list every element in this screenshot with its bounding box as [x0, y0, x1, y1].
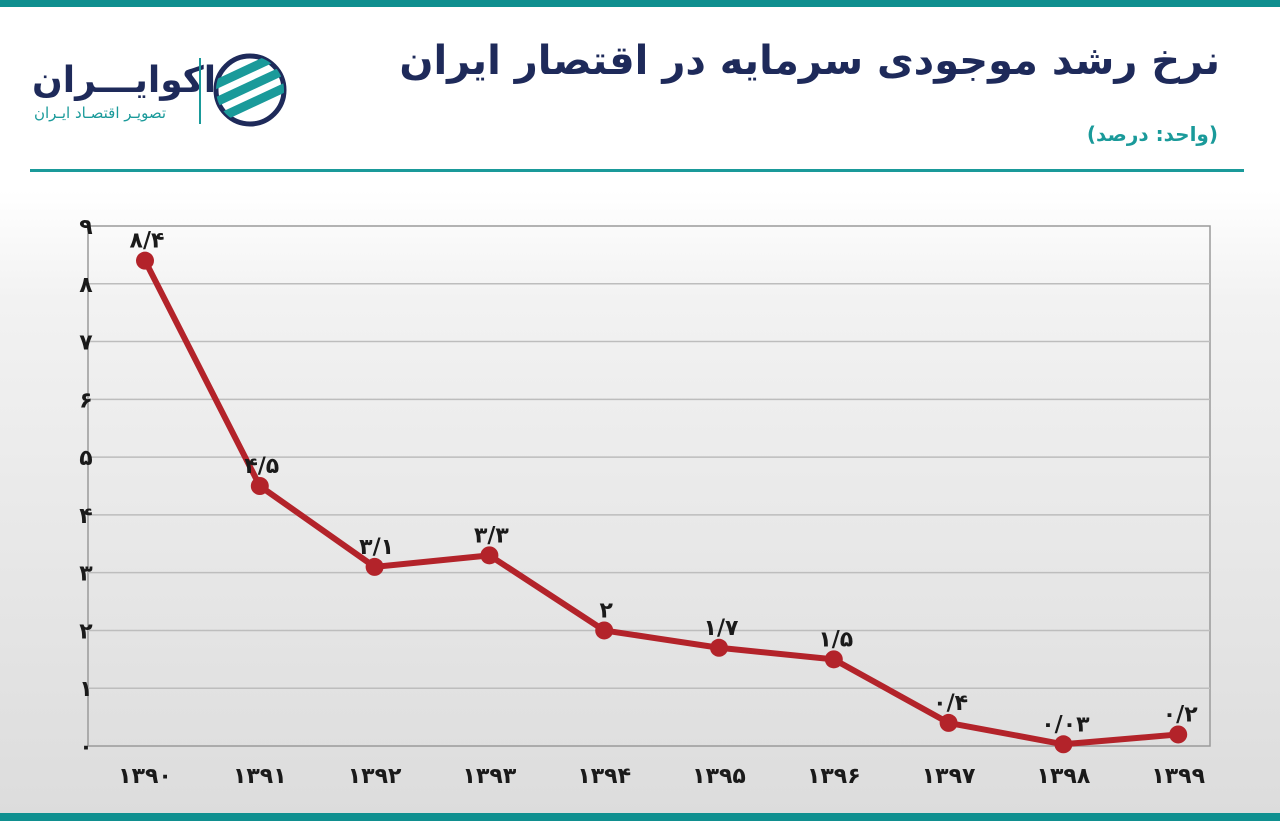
- data-label: ۱/۵: [818, 627, 853, 652]
- x-tick-label: ۱۳۹۰: [118, 764, 172, 789]
- plot-frame: [87, 225, 1211, 747]
- top-accent-bar: [0, 0, 1280, 7]
- brand-tagline: تصویـر اقتصـاد ایـران: [34, 104, 167, 122]
- x-tick-label: ۱۳۹۶: [807, 764, 861, 789]
- data-point: [595, 621, 614, 640]
- x-tick-label: ۱۳۹۲: [348, 764, 402, 789]
- x-tick-label: ۱۳۹۷: [922, 764, 976, 789]
- unit-label: (واحد: درصد): [1086, 122, 1218, 146]
- y-tick-label: ۸: [79, 273, 93, 298]
- data-point: [824, 650, 843, 669]
- x-tick-label: ۱۳۹۸: [1037, 764, 1091, 789]
- x-tick-label: ۱۳۹۵: [692, 764, 746, 789]
- y-tick-label: ۰: [79, 735, 92, 760]
- data-label: ۱/۷: [704, 616, 739, 641]
- y-tick-label: ۶: [79, 388, 92, 413]
- data-point: [1169, 725, 1188, 744]
- x-tick-label: ۱۳۹۳: [463, 764, 517, 789]
- data-point: [480, 546, 499, 565]
- data-label: ۲: [599, 598, 613, 623]
- logo-divider: [199, 58, 201, 124]
- data-label: ۳/۱: [359, 535, 394, 560]
- data-point: [939, 713, 958, 732]
- chart-title: نرخ رشد موجودی سرمایه در اقتصار ایران: [399, 38, 1220, 84]
- data-label: ۰/۴: [933, 691, 968, 716]
- data-label: ۸/۴: [130, 229, 165, 254]
- x-tick-label: ۱۳۹۹: [1151, 764, 1205, 789]
- stripe-circle-logo-icon: [213, 53, 287, 127]
- bottom-accent-bar: [0, 813, 1280, 821]
- data-point: [136, 251, 154, 270]
- data-point: [1054, 735, 1073, 754]
- data-label: ۴/۵: [244, 454, 279, 479]
- x-tick-label: ۱۳۹۴: [577, 764, 631, 789]
- data-point: [250, 477, 269, 495]
- brand-name: اکوایـــران: [32, 60, 217, 101]
- y-tick-label: ۷: [79, 331, 93, 356]
- header-divider: [30, 169, 1244, 172]
- y-tick-label: ۹: [79, 215, 92, 240]
- y-tick-label: ۳: [79, 562, 93, 587]
- y-tick-label: ۱: [79, 677, 92, 702]
- y-tick-label: ۵: [79, 446, 92, 471]
- series-line: [142, 257, 1182, 748]
- data-point: [710, 638, 728, 657]
- data-label: ۰/۲: [1163, 702, 1198, 727]
- y-tick-label: ۲: [79, 619, 93, 644]
- x-tick-label: ۱۳۹۱: [233, 764, 287, 789]
- data-point: [365, 557, 384, 576]
- y-tick-label: ۴: [79, 504, 92, 529]
- data-label: ۳/۳: [474, 523, 509, 548]
- data-label: ۰/۰۳: [1041, 712, 1090, 737]
